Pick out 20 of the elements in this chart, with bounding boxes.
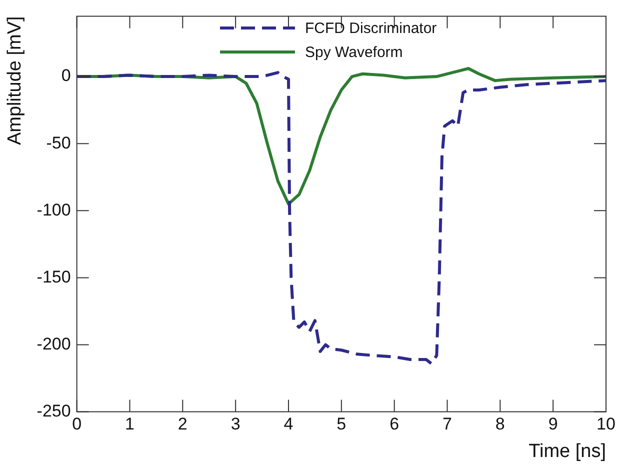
y-tick-label: -150 <box>36 267 71 286</box>
x-tick-label: 8 <box>495 414 505 434</box>
x-tick-label: 1 <box>125 414 134 434</box>
x-tick-label: 7 <box>442 414 452 434</box>
legend-label: FCFD Discriminator <box>305 20 437 36</box>
x-tick-label: 5 <box>336 414 346 434</box>
y-tick-label: -250 <box>36 401 71 420</box>
x-tick-label: 6 <box>390 414 400 434</box>
x-tick-label: 4 <box>284 414 294 434</box>
y-tick-label: -50 <box>46 133 71 152</box>
x-axis-title: Time [ns] <box>528 440 606 462</box>
x-tick-label: 3 <box>230 414 240 434</box>
y-tick-label: 0 <box>61 66 71 86</box>
x-tick-label: 2 <box>178 414 188 434</box>
y-axis-title: Amplitude [mV] <box>4 16 26 146</box>
y-tick-label: -100 <box>36 200 71 220</box>
x-tick-label: 10 <box>596 414 616 434</box>
x-tick-label: 9 <box>548 414 558 434</box>
legend-label: Spy Waveform <box>305 44 403 60</box>
y-tick-label: -200 <box>36 334 71 354</box>
